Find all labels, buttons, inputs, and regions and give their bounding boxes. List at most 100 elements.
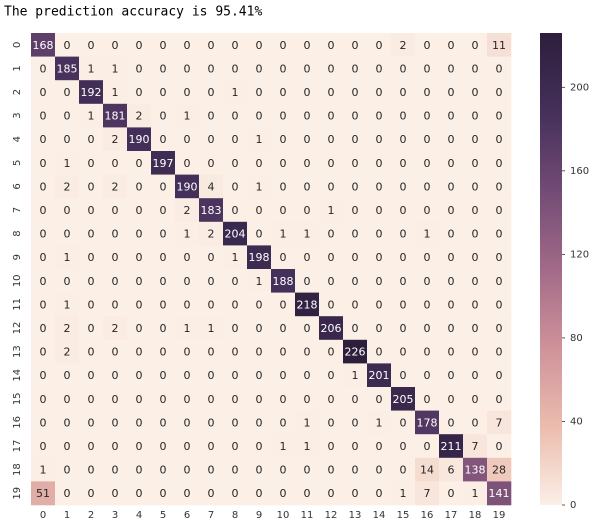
cell-label: 0	[352, 275, 359, 288]
heatmap-cell	[463, 56, 488, 81]
cell-label: 0	[352, 133, 359, 146]
heatmap-cell	[175, 339, 200, 364]
heatmap-cell	[247, 33, 272, 57]
cell-label: 0	[376, 62, 383, 75]
x-tick-label: 8	[232, 510, 238, 521]
heatmap-cell	[151, 481, 176, 506]
heatmap-cell	[391, 363, 416, 388]
cell-label: 0	[472, 204, 479, 217]
cell-label: 0	[424, 440, 431, 453]
heatmap-cell	[271, 198, 296, 223]
cell-label: 0	[256, 322, 263, 335]
cell-label: 0	[304, 86, 311, 99]
heatmap-cell	[79, 292, 104, 317]
cell-label: 0	[448, 180, 455, 193]
heatmap-cell	[151, 316, 176, 341]
heatmap-cell	[319, 457, 344, 482]
heatmap-cell	[319, 387, 344, 411]
cell-label: 0	[472, 416, 479, 429]
heatmap-cell	[79, 316, 104, 341]
cell-label: 0	[424, 180, 431, 193]
cell-label: 0	[232, 275, 239, 288]
heatmap-cell	[199, 387, 224, 411]
cell-label: 0	[448, 487, 455, 500]
heatmap-cell	[415, 292, 440, 317]
cell-label: 2	[64, 322, 71, 335]
cell-label: 0	[376, 275, 383, 288]
cell-label: 0	[424, 251, 431, 264]
heatmap-cell	[271, 457, 296, 482]
cell-label: 0	[256, 62, 263, 75]
heatmap-cell	[295, 245, 320, 270]
heatmap-cell	[415, 339, 440, 364]
cell-label: 0	[160, 346, 167, 359]
cell-label: 181	[105, 110, 126, 123]
cell-label: 0	[328, 369, 335, 382]
heatmap-cell	[367, 434, 392, 459]
cell-label: 0	[496, 298, 503, 311]
heatmap-cell	[391, 481, 416, 506]
cell-label: 0	[160, 440, 167, 453]
heatmap-cell	[55, 269, 80, 293]
cell-label: 0	[40, 275, 47, 288]
cell-label: 0	[376, 39, 383, 52]
heatmap-cell	[103, 363, 128, 388]
heatmap-cell	[175, 198, 200, 223]
x-tick-label: 17	[445, 510, 458, 521]
heatmap-cell	[319, 339, 344, 364]
heatmap-cell	[439, 221, 464, 246]
heatmap-cell	[223, 80, 248, 105]
heatmap-cell	[391, 434, 416, 459]
cell-label: 1	[352, 369, 359, 382]
heatmap-cell	[439, 339, 464, 364]
cell-label: 0	[160, 180, 167, 193]
cell-label: 2	[64, 346, 71, 359]
cell-label: 0	[280, 180, 287, 193]
cell-label: 0	[496, 369, 503, 382]
cell-label: 0	[328, 487, 335, 500]
heatmap-cell	[175, 316, 200, 341]
cell-label: 0	[496, 62, 503, 75]
heatmap-cell	[199, 457, 224, 482]
cell-label: 0	[136, 464, 143, 477]
heatmap-cell	[31, 151, 56, 175]
heatmap-cell	[295, 174, 320, 199]
heatmap-cell	[247, 316, 272, 341]
colorbar-tick-label: 80	[570, 333, 583, 344]
cell-label: 0	[376, 322, 383, 335]
heatmap-cell	[271, 56, 296, 81]
heatmap-cell	[223, 363, 248, 388]
heatmap-cell	[103, 80, 128, 105]
heatmap-cell	[391, 457, 416, 482]
cell-label: 1	[280, 440, 287, 453]
x-tick-label: 2	[88, 510, 94, 521]
y-tick-label: 1	[12, 65, 23, 71]
heatmap-cell	[247, 457, 272, 482]
cell-label: 0	[472, 86, 479, 99]
heatmap-cell	[463, 174, 488, 199]
heatmap-cell	[463, 387, 488, 411]
heatmap-cell	[127, 363, 152, 388]
cell-label: 0	[328, 62, 335, 75]
heatmap-cell	[247, 103, 272, 128]
cell-label: 0	[280, 157, 287, 170]
heatmap-cell	[103, 316, 128, 341]
heatmap-cell	[295, 80, 320, 105]
heatmap-cell	[487, 127, 512, 152]
cell-label: 0	[328, 251, 335, 264]
cell-label: 0	[472, 180, 479, 193]
cell-label: 0	[208, 251, 215, 264]
cell-label: 0	[496, 204, 503, 217]
heatmap-cell	[223, 103, 248, 128]
cell-label: 0	[136, 322, 143, 335]
cell-label: 0	[136, 204, 143, 217]
cell-label: 0	[160, 251, 167, 264]
cell-label: 0	[208, 346, 215, 359]
cell-label: 1	[64, 298, 71, 311]
heatmap-cell	[319, 80, 344, 105]
cell-label: 0	[184, 251, 191, 264]
heatmap-cell	[487, 316, 512, 341]
cell-label: 0	[88, 346, 95, 359]
cell-label: 0	[160, 464, 167, 477]
heatmap-cell	[319, 33, 344, 57]
